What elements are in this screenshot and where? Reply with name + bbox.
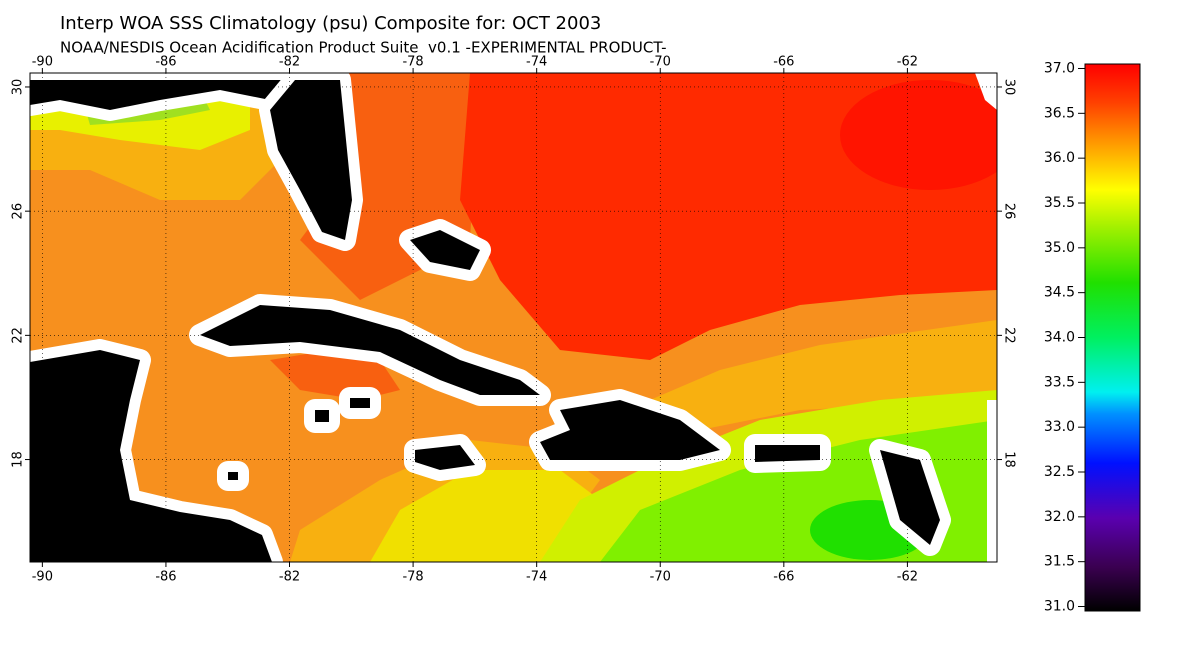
colorbar-tick-label: 35.0: [1044, 240, 1075, 256]
land-central-america: [30, 339, 283, 562]
colorbar-tick-label: 37.0: [1044, 60, 1075, 76]
colorbar-tick-label: 34.0: [1044, 330, 1075, 346]
lon-tick-label: -74: [526, 55, 547, 70]
colorbar-tick-label: 32.0: [1044, 509, 1075, 525]
lat-tick-label: 26: [11, 203, 26, 220]
lat-tick-label: 30: [1002, 79, 1017, 96]
island: [339, 387, 381, 419]
colorbar: [1084, 63, 1141, 612]
lon-tick-label: -62: [897, 55, 918, 70]
bahamas: [399, 219, 491, 281]
colorbar-tick-label: 33.0: [1044, 419, 1075, 435]
no-data: [987, 400, 997, 562]
lon-tick-label: -90: [32, 570, 53, 585]
lon-tick-label: -66: [773, 55, 794, 70]
no-data: [975, 73, 997, 110]
salinity-field: [30, 73, 997, 562]
colorbar-tick-label: 33.5: [1044, 374, 1075, 390]
lat-tick-label: 18: [1002, 451, 1017, 468]
lat-tick-label: 26: [1002, 203, 1017, 220]
field-contour: [370, 470, 600, 562]
lon-tick-label: -90: [32, 55, 53, 70]
map-frame: [29, 72, 998, 563]
map-subtitle: NOAA/NESDIS Ocean Acidification Product …: [60, 39, 667, 57]
island: [304, 399, 340, 433]
land-cuba: [189, 294, 551, 406]
land-jamaica: [404, 434, 486, 481]
lat-tick-label: 22: [1002, 327, 1017, 344]
lon-tick-label: -66: [773, 570, 794, 585]
lon-tick-label: -82: [279, 55, 300, 70]
colorbar-tick-label: 36.0: [1044, 150, 1075, 166]
lon-tick-label: -70: [650, 570, 671, 585]
lat-tick-label: 18: [11, 451, 26, 468]
colorbar-tick-label: 31.5: [1044, 554, 1075, 570]
lesser-antilles: [869, 439, 951, 556]
colorbar-tick-label: 34.5: [1044, 285, 1075, 301]
axis-labels: -90 -90 -86 -86 -82 -82 -78 -78 -74 -74 -70 -70 -66 -…: [11, 55, 1085, 615]
land-us-gulf: [30, 73, 301, 121]
lon-tick-label: -74: [526, 570, 547, 585]
map-title: Interp WOA SSS Climatology (psu) Composi…: [60, 13, 601, 34]
lon-tick-label: -62: [897, 570, 918, 585]
colorbar-tick-label: 32.5: [1044, 464, 1075, 480]
lon-tick-label: -86: [155, 55, 176, 70]
island: [217, 461, 249, 491]
graticule: [30, 73, 997, 562]
lon-tick-label: -82: [279, 570, 300, 585]
lon-tick-label: -70: [650, 55, 671, 70]
field-contour: [840, 80, 997, 190]
land-hispaniola: [529, 389, 731, 471]
lat-tick-label: 22: [11, 327, 26, 344]
colorbar-tick-label: 35.5: [1044, 195, 1075, 211]
land-puerto-rico: [744, 434, 831, 473]
colorbar-tick-label: 31.0: [1044, 599, 1075, 615]
lon-tick-label: -78: [402, 55, 423, 70]
land: [30, 73, 951, 562]
lat-tick-label: 30: [11, 79, 26, 96]
land-florida: [259, 73, 363, 251]
lon-tick-label: -78: [402, 570, 423, 585]
colorbar-tick-label: 36.5: [1044, 105, 1075, 121]
lon-tick-label: -86: [155, 570, 176, 585]
